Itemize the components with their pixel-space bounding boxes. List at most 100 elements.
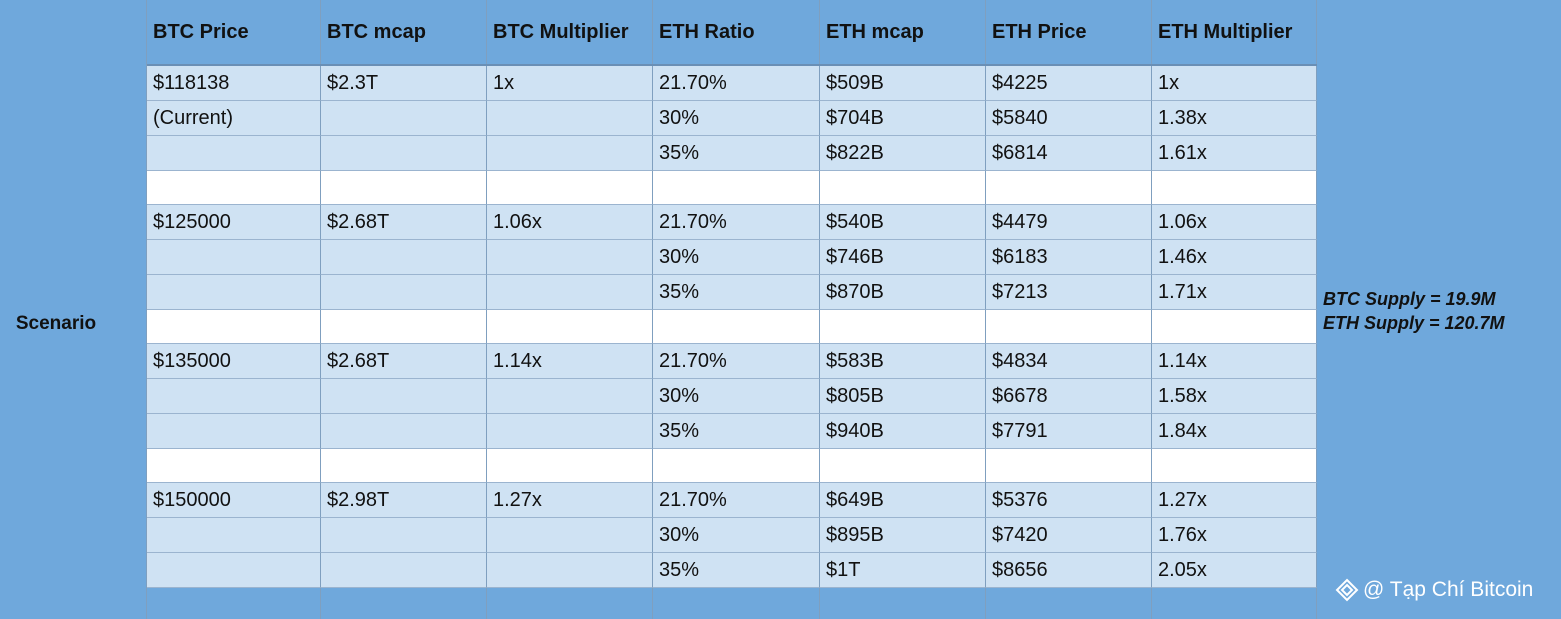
table-cell (321, 101, 487, 136)
empty-cell (147, 449, 321, 483)
table-cell: $4479 (986, 205, 1152, 240)
table-cell: 1.84x (1152, 414, 1317, 449)
table-cell: $2.68T (321, 344, 487, 379)
table-cell (487, 101, 653, 136)
table-cell (321, 414, 487, 449)
table-cell: 1.14x (1152, 344, 1317, 379)
table-cell: $704B (820, 101, 986, 136)
table-cell: 21.70% (653, 66, 820, 101)
table-cell: $8656 (986, 553, 1152, 588)
table-cell: 21.70% (653, 205, 820, 240)
table-cell: $822B (820, 136, 986, 171)
table-cell (147, 240, 321, 275)
table-row: $125000 $2.68T 1.06x 21.70% $540B $4479 1.06x (147, 205, 1317, 240)
empty-cell (653, 310, 820, 344)
table-cell (487, 275, 653, 310)
table-cell: 1x (1152, 66, 1317, 101)
table-cell: 1.06x (1152, 205, 1317, 240)
table-cell: $649B (820, 483, 986, 518)
table-cell: 1.76x (1152, 518, 1317, 553)
table-cell: $150000 (147, 483, 321, 518)
header-eth-price: ETH Price (986, 0, 1152, 64)
table-cell: 21.70% (653, 483, 820, 518)
table-cell: $2.68T (321, 205, 487, 240)
table-cell: 1.61x (1152, 136, 1317, 171)
table-cell: $4834 (986, 344, 1152, 379)
table-cell: 1.46x (1152, 240, 1317, 275)
scenario-column: Scenario (0, 0, 146, 616)
table-row: 30% $805B $6678 1.58x (147, 379, 1317, 414)
table-footer-row (147, 588, 1317, 619)
empty-cell (321, 588, 487, 619)
table-row: $118138 $2.3T 1x 21.70% $509B $4225 1x (147, 66, 1317, 101)
table-row: 30% $746B $6183 1.46x (147, 240, 1317, 275)
table-cell (147, 379, 321, 414)
table-cell: 1.14x (487, 344, 653, 379)
table-cell: 35% (653, 275, 820, 310)
empty-cell (147, 171, 321, 205)
table-row: 35% $1T $8656 2.05x (147, 553, 1317, 588)
table-cell: $6678 (986, 379, 1152, 414)
table-cell: 35% (653, 136, 820, 171)
table-cell: 1.58x (1152, 379, 1317, 414)
table-cell: $5840 (986, 101, 1152, 136)
table-cell (321, 240, 487, 275)
table-cell: 30% (653, 101, 820, 136)
table-cell: 1.27x (1152, 483, 1317, 518)
table-cell (147, 553, 321, 588)
empty-cell (487, 310, 653, 344)
table-cell (147, 275, 321, 310)
table-cell: $4225 (986, 66, 1152, 101)
empty-cell (321, 449, 487, 483)
table-cell: 1.38x (1152, 101, 1317, 136)
table-cell: $583B (820, 344, 986, 379)
table-cell: $6814 (986, 136, 1152, 171)
table-cell (147, 518, 321, 553)
scenario-table: BTC Price BTC mcap BTC Multiplier ETH Ra… (146, 0, 1317, 619)
table-cell: $870B (820, 275, 986, 310)
table-cell: $5376 (986, 483, 1152, 518)
empty-cell (1152, 310, 1317, 344)
supply-note: BTC Supply = 19.9M ETH Supply = 120.7M (1323, 287, 1505, 335)
table-cell: $540B (820, 205, 986, 240)
table-cell (487, 240, 653, 275)
table-row: 35% $822B $6814 1.61x (147, 136, 1317, 171)
empty-cell (820, 310, 986, 344)
table-cell: $940B (820, 414, 986, 449)
table-cell: 30% (653, 379, 820, 414)
table-cell: 1x (487, 66, 653, 101)
empty-cell (147, 588, 321, 619)
table-cell: $7420 (986, 518, 1152, 553)
table-cell (487, 518, 653, 553)
table-cell: (Current) (147, 101, 321, 136)
table-row: 35% $870B $7213 1.71x (147, 275, 1317, 310)
empty-cell (487, 171, 653, 205)
table-cell (487, 136, 653, 171)
table-cell (147, 136, 321, 171)
table-row: 35% $940B $7791 1.84x (147, 414, 1317, 449)
table-row: $150000 $2.98T 1.27x 21.70% $649B $5376 1.27x (147, 483, 1317, 518)
table-cell (487, 414, 653, 449)
empty-cell (321, 310, 487, 344)
watermark: @ Tạp Chí Bitcoin (1335, 578, 1533, 602)
table-cell: $509B (820, 66, 986, 101)
header-btc-price: BTC Price (147, 0, 321, 64)
table-cell: 30% (653, 240, 820, 275)
table-spacer-row (147, 171, 1317, 205)
empty-cell (820, 588, 986, 619)
table-cell: 21.70% (653, 344, 820, 379)
table-cell (487, 553, 653, 588)
empty-cell (986, 449, 1152, 483)
table-cell: 35% (653, 414, 820, 449)
table-spacer-row (147, 449, 1317, 483)
table-row: $135000 $2.68T 1.14x 21.70% $583B $4834 1.14x (147, 344, 1317, 379)
table-cell: $6183 (986, 240, 1152, 275)
table-row: (Current) 30% $704B $5840 1.38x (147, 101, 1317, 136)
table-row: 30% $895B $7420 1.76x (147, 518, 1317, 553)
empty-cell (1152, 171, 1317, 205)
empty-cell (653, 171, 820, 205)
header-eth-ratio: ETH Ratio (653, 0, 820, 64)
table-cell: $746B (820, 240, 986, 275)
btc-supply-note: BTC Supply = 19.9M (1323, 289, 1496, 309)
table-cell: $2.98T (321, 483, 487, 518)
